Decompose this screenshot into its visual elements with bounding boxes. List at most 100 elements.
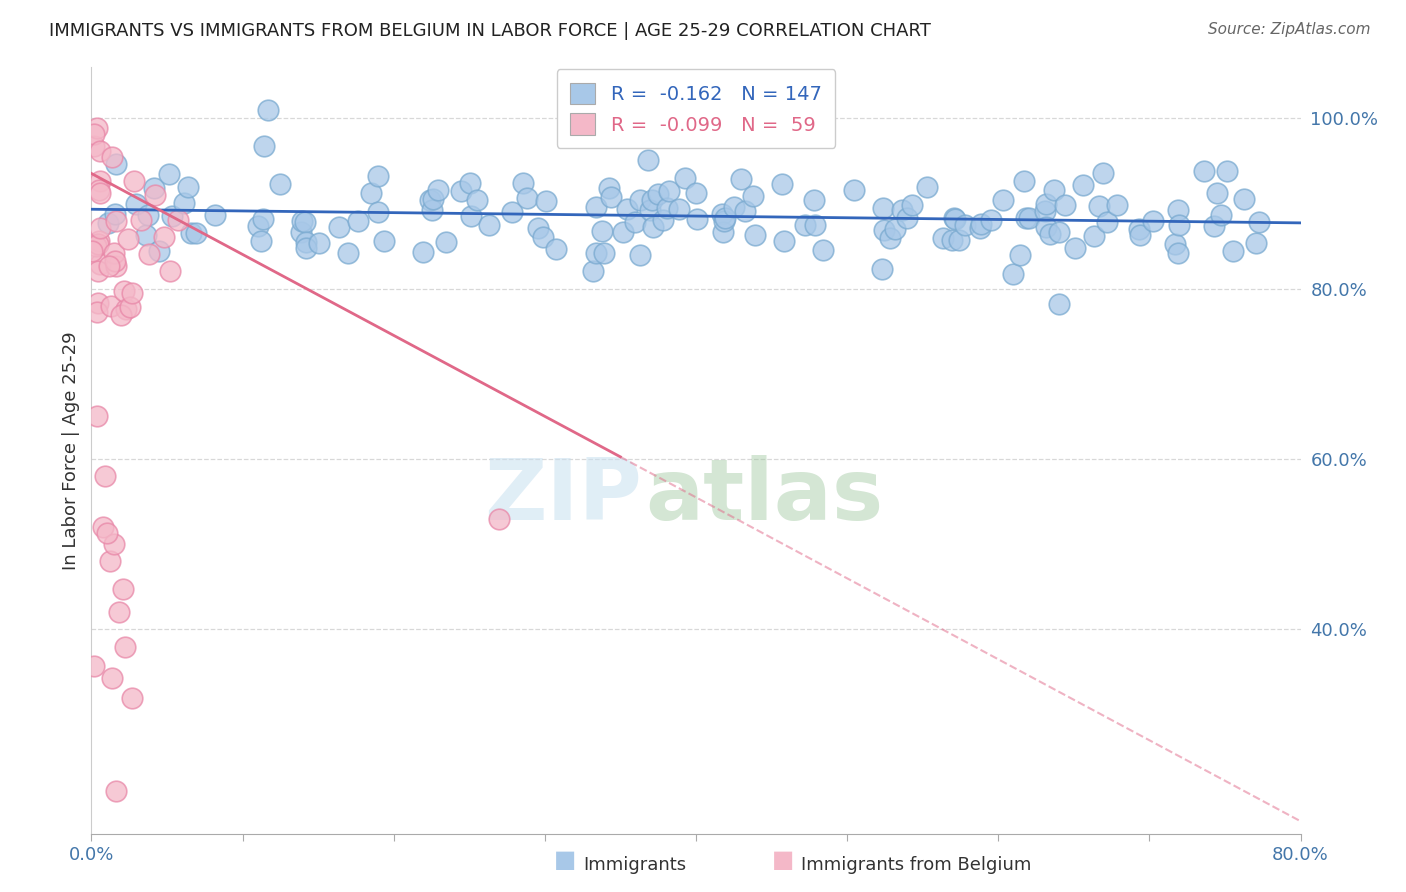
Point [658,184,681,198]
Point [803,193,825,207]
Point [628,193,651,207]
Point [1167,202,1189,217]
Point [107,606,129,620]
Point [138,208,160,222]
Point [135,228,157,243]
Point [83,139,105,153]
Point [1215,163,1237,178]
Point [153,230,176,244]
Point [1001,267,1024,281]
Point [104,784,127,798]
Point [89,174,111,188]
Point [159,264,181,278]
Point [460,209,482,223]
Point [1142,213,1164,227]
Point [367,205,389,219]
Point [1015,211,1038,225]
Point [94,469,117,483]
Point [953,219,976,233]
Point [465,194,488,208]
Point [770,177,793,191]
Point [96,525,118,540]
Point [290,226,312,240]
Point [295,241,318,255]
Point [86,305,108,319]
Point [110,308,132,322]
Legend: R =  -0.162   N = 147, R =  -0.099   N =  59: R = -0.162 N = 147, R = -0.099 N = 59 [557,69,835,148]
Point [900,198,922,212]
Point [803,218,825,232]
Point [166,213,188,227]
Point [173,196,195,211]
Point [628,248,651,262]
Point [250,234,273,248]
Point [103,246,125,260]
Point [686,211,709,226]
Point [177,179,200,194]
Point [1053,198,1076,212]
Point [1010,248,1032,262]
Point [652,213,675,227]
Point [112,582,135,597]
Point [673,170,696,185]
Point [89,144,111,158]
Point [1063,241,1085,255]
Point [121,690,143,705]
Point [891,202,914,217]
Point [360,186,382,200]
Point [744,228,766,243]
Point [84,239,107,253]
Point [328,220,350,235]
Point [97,216,120,230]
Point [204,208,226,222]
Point [713,213,735,227]
Point [638,202,661,217]
Point [100,299,122,313]
Point [337,246,360,260]
Point [105,259,128,273]
Point [1128,221,1150,235]
Point [1105,197,1128,211]
Point [794,218,817,232]
Point [991,194,1014,208]
Point [143,187,166,202]
Point [412,244,434,259]
Point [148,244,170,259]
Point [422,192,444,206]
Point [129,213,152,227]
Point [1167,218,1189,232]
Point [160,209,183,223]
Point [599,190,621,204]
Point [87,183,110,197]
Point [623,215,645,229]
Point [294,215,316,229]
Point [734,204,756,219]
Point [97,259,120,273]
Point [87,295,110,310]
Point [1233,192,1256,206]
Point [534,194,557,208]
Point [86,121,108,136]
Point [117,232,139,246]
Point [427,183,450,197]
Point [512,177,534,191]
Point [657,201,679,215]
Point [1164,237,1187,252]
Point [943,211,966,225]
Point [460,176,482,190]
Point [157,167,180,181]
Point [612,225,634,239]
Point [668,202,690,217]
Point [89,220,111,235]
Point [516,191,538,205]
Point [367,169,389,183]
Point [103,537,125,551]
Point [641,219,664,234]
Point [713,211,735,225]
Point [118,300,141,314]
Point [501,204,523,219]
Text: IMMIGRANTS VS IMMIGRANTS FROM BELGIUM IN LABOR FORCE | AGE 25-29 CORRELATION CHA: IMMIGRANTS VS IMMIGRANTS FROM BELGIUM IN… [49,22,931,40]
Point [685,186,707,201]
Point [870,261,893,276]
Point [1222,244,1244,258]
